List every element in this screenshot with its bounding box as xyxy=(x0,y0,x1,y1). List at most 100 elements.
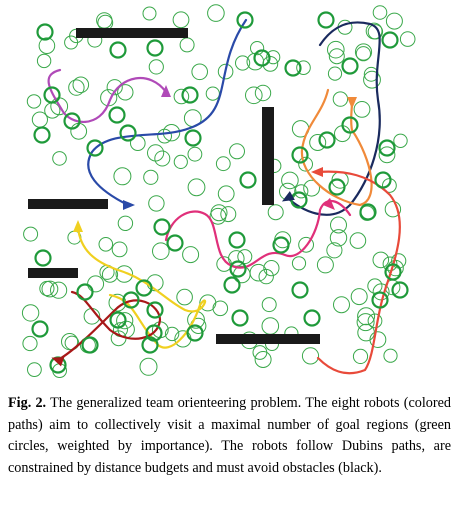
goal-region-weighted xyxy=(76,283,94,301)
robot-arrow-marker xyxy=(322,197,335,210)
goal-region xyxy=(326,242,343,259)
goal-region xyxy=(172,11,190,29)
goal-region xyxy=(267,204,284,221)
goal-region xyxy=(229,143,245,160)
goal-region xyxy=(187,178,206,197)
goal-region-weighted xyxy=(391,281,409,299)
goal-region-weighted xyxy=(284,59,302,77)
goal-region xyxy=(116,312,134,330)
goal-region xyxy=(182,246,200,264)
goal-region xyxy=(333,296,350,314)
goal-region-weighted xyxy=(371,291,389,309)
arrow-head xyxy=(161,85,171,97)
robot-path xyxy=(286,21,381,216)
goal-region xyxy=(31,111,49,128)
goal-region xyxy=(316,256,334,274)
goal-region xyxy=(296,60,311,75)
goal-region-weighted xyxy=(231,309,249,327)
obstacle xyxy=(262,107,274,205)
robot-path xyxy=(87,18,248,207)
goal-region-weighted xyxy=(303,309,321,327)
robot-arrow-marker xyxy=(347,97,357,109)
goal-region xyxy=(356,313,375,332)
goal-region xyxy=(372,5,388,20)
goal-region xyxy=(39,280,55,297)
goal-region xyxy=(26,94,42,109)
goal-region xyxy=(291,256,307,271)
goal-region-weighted xyxy=(109,311,127,329)
goal-region xyxy=(148,195,165,212)
arrow-head xyxy=(51,357,65,367)
robot-path xyxy=(56,290,162,362)
goal-region-weighted xyxy=(33,126,51,144)
arrow-head xyxy=(73,220,83,232)
goal-region xyxy=(157,128,173,144)
goal-region xyxy=(350,288,368,306)
orienteering-figure xyxy=(21,4,416,379)
goal-region xyxy=(23,226,39,242)
figure-caption: Fig. 2. The generalized team orienteerin… xyxy=(8,393,451,479)
arrow-head xyxy=(311,167,323,177)
goal-region xyxy=(27,362,42,378)
goal-region xyxy=(393,133,408,149)
goal-region xyxy=(382,256,398,272)
robot-arrow-marker xyxy=(51,357,65,367)
goal-region-weighted xyxy=(109,41,127,59)
goal-region xyxy=(220,206,237,223)
arrow-head xyxy=(281,191,295,202)
obstacle xyxy=(76,28,188,38)
goal-region xyxy=(106,79,123,96)
goal-region xyxy=(301,347,320,365)
goal-region xyxy=(354,43,373,61)
goal-region xyxy=(261,317,280,335)
goal-region-weighted xyxy=(228,231,246,249)
goal-region-weighted xyxy=(272,236,290,254)
robot-arrow-marker xyxy=(311,167,323,177)
goal-region xyxy=(254,84,272,102)
goal-region xyxy=(209,207,227,225)
goal-region xyxy=(378,146,396,164)
goal-region xyxy=(52,151,67,166)
goal-region xyxy=(330,216,347,234)
goal-region-weighted xyxy=(384,263,402,281)
goal-region xyxy=(139,357,158,376)
goal-region xyxy=(207,4,225,22)
robot-path xyxy=(316,170,401,375)
robot-path xyxy=(47,68,168,123)
goal-region-weighted xyxy=(318,131,336,149)
goal-region xyxy=(355,46,371,62)
goal-region xyxy=(349,232,367,249)
goal-region xyxy=(372,251,390,269)
goal-region xyxy=(111,241,128,258)
goal-region xyxy=(383,348,398,363)
goal-region xyxy=(115,265,134,283)
goal-region-weighted xyxy=(291,146,309,164)
goal-region xyxy=(36,53,52,69)
goal-region-weighted xyxy=(223,276,241,294)
goal-region xyxy=(245,86,263,105)
goal-region-weighted xyxy=(229,260,247,278)
goal-region xyxy=(249,263,268,282)
goal-region xyxy=(357,307,376,326)
goal-region-weighted xyxy=(146,39,164,57)
goal-region xyxy=(367,278,383,294)
goal-region-weighted xyxy=(253,49,271,67)
goal-region xyxy=(281,171,299,190)
caption-label: Fig. 2. xyxy=(8,395,47,411)
goal-region xyxy=(147,144,165,162)
goal-region-weighted xyxy=(81,336,99,354)
obstacle xyxy=(28,199,108,209)
goal-region-weighted xyxy=(145,324,163,342)
goal-region xyxy=(399,31,416,47)
goal-region-weighted xyxy=(119,124,137,142)
goal-region xyxy=(199,294,217,312)
goal-region xyxy=(298,236,315,253)
goal-region-weighted xyxy=(341,116,359,134)
goal-region-weighted xyxy=(36,23,54,41)
goal-region xyxy=(187,146,203,162)
goal-region xyxy=(263,260,280,277)
goal-region xyxy=(22,335,38,352)
goal-region xyxy=(72,76,90,94)
robot-arrow-marker xyxy=(281,191,295,202)
obstacle xyxy=(216,334,320,344)
